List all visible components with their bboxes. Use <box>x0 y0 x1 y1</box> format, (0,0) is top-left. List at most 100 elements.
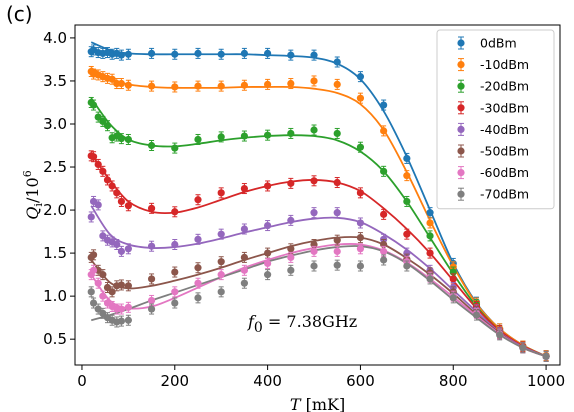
marker <box>287 253 295 262</box>
x-tick-label: 0 <box>77 372 87 390</box>
data-point <box>403 260 411 272</box>
data-point <box>171 238 179 250</box>
data-point <box>287 127 295 139</box>
data-point <box>99 290 107 302</box>
marker <box>519 344 527 352</box>
marker <box>87 213 95 221</box>
data-point <box>333 56 341 68</box>
x-tick-label: 400 <box>253 372 282 390</box>
data-point <box>356 260 365 272</box>
data-point <box>217 286 225 298</box>
data-point <box>264 47 272 59</box>
data-point <box>542 350 550 362</box>
annotation-symbol: f <box>247 312 257 331</box>
marker <box>124 50 132 58</box>
data-point <box>217 256 225 268</box>
data-point <box>99 165 107 177</box>
marker <box>147 275 156 283</box>
marker <box>89 101 98 109</box>
data-point <box>194 133 202 145</box>
marker <box>496 331 504 339</box>
legend-label: -10dBm <box>480 57 529 72</box>
marker <box>147 305 156 313</box>
data-point <box>94 111 102 123</box>
data-point <box>194 262 202 274</box>
marker <box>356 262 365 270</box>
data-point <box>171 297 179 309</box>
marker <box>117 317 126 325</box>
marker <box>310 126 318 134</box>
marker <box>240 253 249 262</box>
data-point <box>87 211 95 223</box>
marker <box>310 177 318 185</box>
marker <box>171 83 179 91</box>
data-point <box>356 232 365 244</box>
data-point <box>264 247 272 259</box>
data-point <box>449 292 457 304</box>
marker <box>217 82 225 90</box>
marker <box>194 82 202 90</box>
data-point <box>333 127 341 139</box>
legend-marker <box>457 61 465 69</box>
data-point <box>124 243 132 255</box>
marker <box>103 176 112 184</box>
data-point <box>356 243 365 255</box>
marker <box>380 256 388 264</box>
data-point <box>310 260 318 272</box>
data-point <box>103 47 112 59</box>
data-point <box>333 259 341 271</box>
y-tick-label: 3.0 <box>43 115 67 133</box>
marker <box>117 197 126 206</box>
marker <box>287 79 295 88</box>
data-point <box>217 187 225 199</box>
marker <box>124 245 132 253</box>
data-point <box>426 247 434 259</box>
marker <box>89 266 98 274</box>
legend-entry: 0dBm <box>457 36 517 51</box>
data-point <box>94 277 102 289</box>
legend-marker <box>457 169 465 177</box>
marker <box>287 51 295 59</box>
marker <box>103 122 112 130</box>
data-markers <box>87 44 550 362</box>
marker <box>403 197 411 206</box>
marker <box>89 251 98 259</box>
data-point <box>117 195 126 207</box>
data-point <box>113 238 121 250</box>
marker <box>542 352 550 360</box>
data-point <box>89 99 98 111</box>
marker <box>147 141 156 150</box>
marker <box>264 221 272 230</box>
marker <box>147 82 156 90</box>
marker <box>113 189 121 197</box>
y-axis-exponent: 6 <box>21 170 34 177</box>
marker <box>117 79 126 88</box>
marker <box>108 288 116 296</box>
data-point <box>264 269 272 281</box>
marker <box>194 196 202 204</box>
marker <box>333 58 341 66</box>
data-point <box>217 131 225 143</box>
marker <box>117 135 126 143</box>
y-axis-subscript: i <box>32 203 45 207</box>
legend-marker <box>457 82 465 90</box>
x-tick-label: 200 <box>160 372 189 390</box>
marker <box>99 292 107 300</box>
marker <box>240 49 249 58</box>
data-point <box>217 269 225 281</box>
data-point <box>472 309 481 321</box>
legend-label: -60dBm <box>480 165 529 180</box>
data-point <box>124 200 132 212</box>
y-tick-label: 0.5 <box>43 330 67 348</box>
annotation-subscript: 0 <box>254 320 263 336</box>
data-point <box>426 273 434 285</box>
marker <box>333 80 341 88</box>
marker <box>89 299 98 307</box>
marker <box>194 264 202 272</box>
data-point <box>103 297 112 309</box>
data-point <box>124 133 132 145</box>
data-point <box>264 129 272 141</box>
marker <box>124 282 132 290</box>
